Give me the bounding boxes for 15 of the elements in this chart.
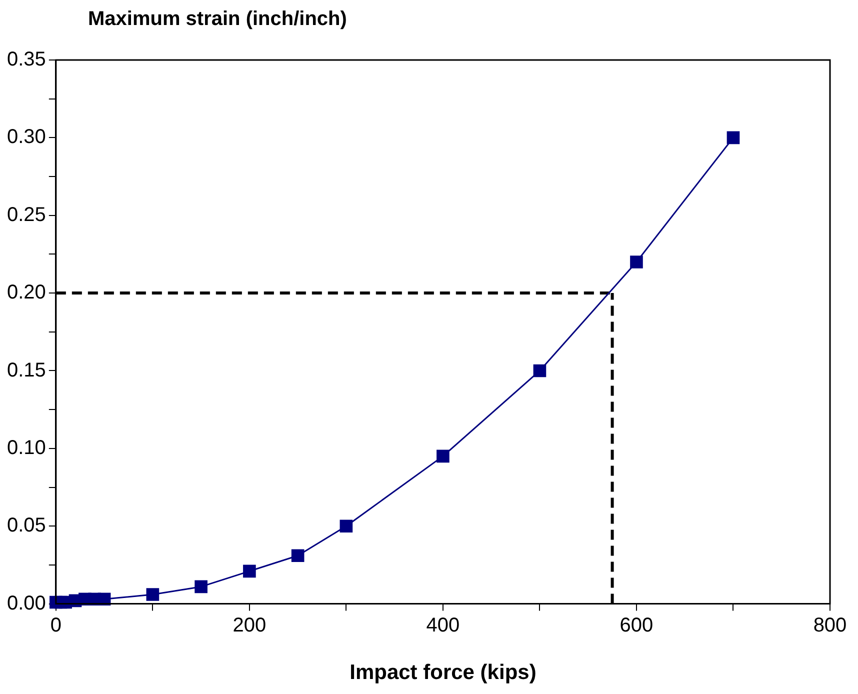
y-tick-label: 0.05 xyxy=(6,514,46,537)
y-tick-label: 0.00 xyxy=(6,592,46,614)
y-tick-label: 0.15 xyxy=(6,359,46,382)
y-tick-label: 0.20 xyxy=(6,282,46,304)
y-axis-title: Maximum strain (inch/inch) xyxy=(88,8,347,31)
y-tick-label: 0.30 xyxy=(6,126,46,148)
x-tick-label: 600 xyxy=(620,614,654,636)
y-tick-label: 0.10 xyxy=(6,436,46,459)
x-tick-label: 400 xyxy=(426,614,460,636)
x-tick-label: 800 xyxy=(813,614,847,636)
x-tick-label: 200 xyxy=(232,614,266,636)
y-tick-label: 0.35 xyxy=(6,48,46,71)
x-axis-title: Impact force (kips) xyxy=(350,661,536,684)
y-tick-label: 0.25 xyxy=(6,204,46,226)
x-tick-label: 0 xyxy=(50,614,62,636)
